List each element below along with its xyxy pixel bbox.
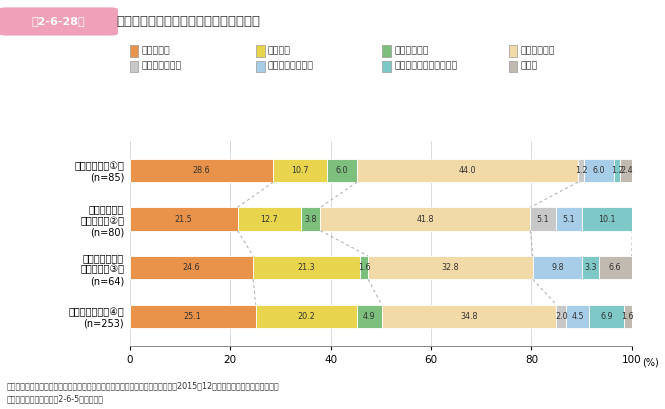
Text: 3.8: 3.8 xyxy=(305,214,317,223)
Bar xyxy=(273,159,327,182)
Text: 44.0: 44.0 xyxy=(459,166,476,175)
Text: 20.2: 20.2 xyxy=(297,312,315,321)
Bar xyxy=(614,159,620,182)
Text: 3.3: 3.3 xyxy=(584,263,597,272)
Text: 5.1: 5.1 xyxy=(537,214,549,223)
Text: その他: その他 xyxy=(521,62,538,71)
Text: 32.8: 32.8 xyxy=(442,263,460,272)
Text: 9.8: 9.8 xyxy=(551,263,564,272)
Text: 41.8: 41.8 xyxy=(417,214,434,223)
Bar xyxy=(582,256,598,279)
Bar xyxy=(130,305,256,328)
Bar xyxy=(567,305,589,328)
Bar xyxy=(327,159,357,182)
Text: (%): (%) xyxy=(642,358,658,368)
Bar xyxy=(556,207,581,231)
Text: 現場のみ: 現場のみ xyxy=(268,47,291,56)
Text: 12.7: 12.7 xyxy=(261,214,279,223)
Text: 5.1: 5.1 xyxy=(563,214,575,223)
Bar xyxy=(321,207,530,231)
Bar xyxy=(256,305,357,328)
Bar xyxy=(301,207,321,231)
Text: 第2-6-28図: 第2-6-28図 xyxy=(31,16,85,27)
Text: 21.3: 21.3 xyxy=(298,263,315,272)
Text: 6.0: 6.0 xyxy=(593,166,605,175)
Text: 2.0: 2.0 xyxy=(555,312,568,321)
Text: 6.6: 6.6 xyxy=(609,263,621,272)
FancyBboxPatch shape xyxy=(0,7,118,36)
Text: 外部機関のみ: 外部機関のみ xyxy=(394,47,429,56)
Text: 1.6: 1.6 xyxy=(622,312,634,321)
Text: 6.9: 6.9 xyxy=(600,312,612,321)
Text: 21.5: 21.5 xyxy=(175,214,193,223)
Bar xyxy=(130,256,253,279)
Text: 経営層のみ: 経営層のみ xyxy=(142,47,170,56)
Text: 経営層と外部機関: 経営層と外部機関 xyxy=(268,62,314,71)
Bar xyxy=(598,256,632,279)
Text: 資料：中小企業庁委託「中小企業の成長と投資行動に関するアンケート調査」（2015年12月、（株）帝国データバンク）: 資料：中小企業庁委託「中小企業の成長と投資行動に関するアンケート調査」（2015… xyxy=(7,381,279,390)
Bar xyxy=(589,305,624,328)
Text: 現場と外部機関: 現場と外部機関 xyxy=(142,62,182,71)
Text: 経営層と現場: 経営層と現場 xyxy=(521,47,555,56)
Text: 34.8: 34.8 xyxy=(460,312,478,321)
Text: 10.1: 10.1 xyxy=(598,214,616,223)
Text: 1.2: 1.2 xyxy=(575,166,587,175)
Bar xyxy=(382,305,557,328)
Text: 2.4: 2.4 xyxy=(620,166,632,175)
Text: 6.0: 6.0 xyxy=(336,166,348,175)
Text: 4.5: 4.5 xyxy=(571,312,584,321)
Bar xyxy=(581,207,632,231)
Text: 企業分類別に見たモニタリングの実施者: 企業分類別に見たモニタリングの実施者 xyxy=(116,15,261,28)
Text: 28.6: 28.6 xyxy=(193,166,210,175)
Bar xyxy=(253,256,360,279)
Text: （注）　企業分類は、第2-6-5図に従う。: （注） 企業分類は、第2-6-5図に従う。 xyxy=(7,395,104,404)
Text: 24.6: 24.6 xyxy=(183,263,200,272)
Text: 25.1: 25.1 xyxy=(184,312,201,321)
Bar xyxy=(578,159,584,182)
Bar xyxy=(357,159,578,182)
Bar xyxy=(237,207,301,231)
Text: 経営層と現場と外部機関: 経営層と現場と外部機関 xyxy=(394,62,458,71)
Bar xyxy=(533,256,582,279)
Bar xyxy=(624,305,632,328)
Bar xyxy=(620,159,632,182)
Bar xyxy=(357,305,382,328)
Text: 10.7: 10.7 xyxy=(291,166,309,175)
Bar xyxy=(530,207,556,231)
Bar xyxy=(360,256,368,279)
Bar xyxy=(368,256,533,279)
Text: 1.6: 1.6 xyxy=(358,263,370,272)
Text: 4.9: 4.9 xyxy=(363,312,376,321)
Text: 1.2: 1.2 xyxy=(611,166,624,175)
Bar xyxy=(584,159,614,182)
Bar xyxy=(130,159,273,182)
Bar xyxy=(130,207,237,231)
Bar xyxy=(557,305,567,328)
